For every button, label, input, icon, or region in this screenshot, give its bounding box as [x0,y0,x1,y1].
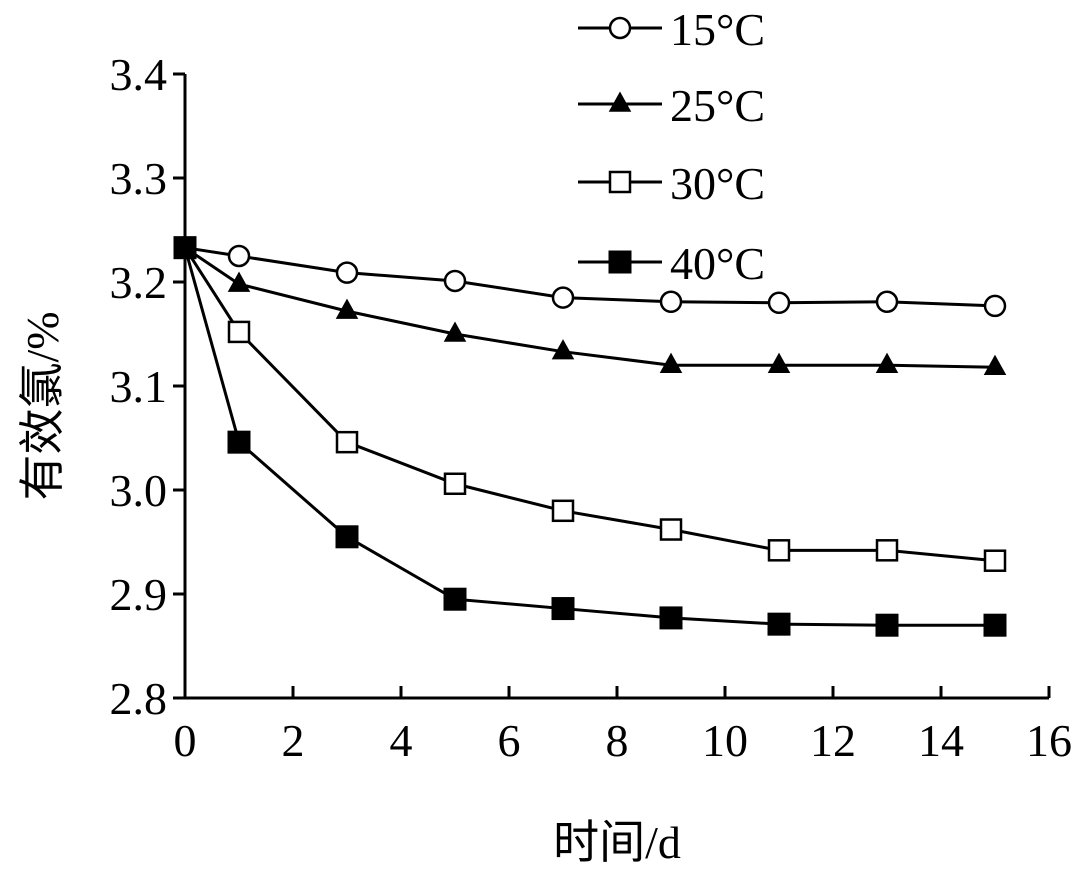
y-tick-label: 2.9 [110,569,168,620]
data-point [875,613,899,637]
data-point [983,294,1007,318]
legend-marker [608,91,632,112]
x-tick-label: 6 [498,715,521,766]
series-line [183,246,996,563]
data-point [983,613,1007,637]
legend-label: 15°C [670,4,765,55]
x-tick-label: 16 [1026,715,1072,766]
y-tick-label: 3.2 [110,257,168,308]
data-point [551,499,575,523]
legend-item: 25°C [578,80,765,131]
legend-item: 15°C [578,4,765,55]
legend-item: 30°C [578,158,765,209]
data-point [227,271,251,292]
x-tick-label: 8 [606,715,629,766]
legend-label: 30°C [670,158,765,209]
y-tick-label: 3.1 [110,361,168,412]
legend-label: 25°C [670,80,765,131]
data-point [767,539,791,562]
y-axis-title: 有效氯/% [17,311,68,500]
x-tick-label: 2 [282,715,305,766]
legend-marker [608,170,632,194]
y-tick-label: 3.3 [110,153,168,204]
data-point [983,549,1007,572]
data-point [335,525,359,549]
x-tick-label: 10 [702,715,748,766]
data-point [551,286,575,309]
series-0 [173,236,1007,318]
data-point [335,430,359,454]
data-point [443,269,467,293]
data-point [443,587,467,611]
data-point [227,320,251,344]
data-point [767,291,791,315]
x-ticks: 0 2 4 6 8 10 12 14 16 [174,686,1072,766]
legend-marker [608,16,632,40]
data-point [659,352,683,373]
data-point [875,352,899,373]
legend: 15°C 25°C 30°C 40°C [578,4,765,289]
y-ticks: 2.8 2.9 3.0 3.1 3.2 3.3 3.4 [110,49,185,724]
series-2 [173,236,1007,572]
data-point [659,606,683,630]
data-point [227,430,251,454]
y-tick-label: 2.8 [110,673,168,724]
series-3 [173,236,1007,637]
x-tick-label: 14 [918,715,964,766]
data-point [173,236,197,260]
legend-item: 40°C [578,238,765,289]
series-line [183,247,995,627]
data-point [767,612,791,636]
plot-series [173,235,1007,637]
legend-label: 40°C [670,238,765,289]
data-point [875,290,899,314]
data-point [335,298,359,319]
data-point [659,290,683,314]
y-tick-label: 3.0 [110,465,168,516]
x-tick-label: 12 [810,715,856,766]
y-tick-label: 3.4 [110,49,168,100]
x-tick-label: 4 [390,715,413,766]
data-point [659,518,683,541]
data-point [443,321,467,342]
data-point [767,352,791,373]
x-tick-label: 0 [174,715,197,766]
legend-marker [608,250,632,274]
data-point [875,539,899,562]
data-point [551,597,575,621]
data-point [983,354,1007,376]
series-1 [173,235,1007,376]
data-point [443,472,467,496]
axes: 2.8 2.9 3.0 3.1 3.2 3.3 3.4 0 2 4 6 8 10 12 14 16 [110,49,1073,766]
series-line [184,246,996,308]
data-point [335,261,359,284]
x-axis-title: 时间/d [553,817,681,868]
data-point [227,244,251,268]
data-point [551,339,575,360]
